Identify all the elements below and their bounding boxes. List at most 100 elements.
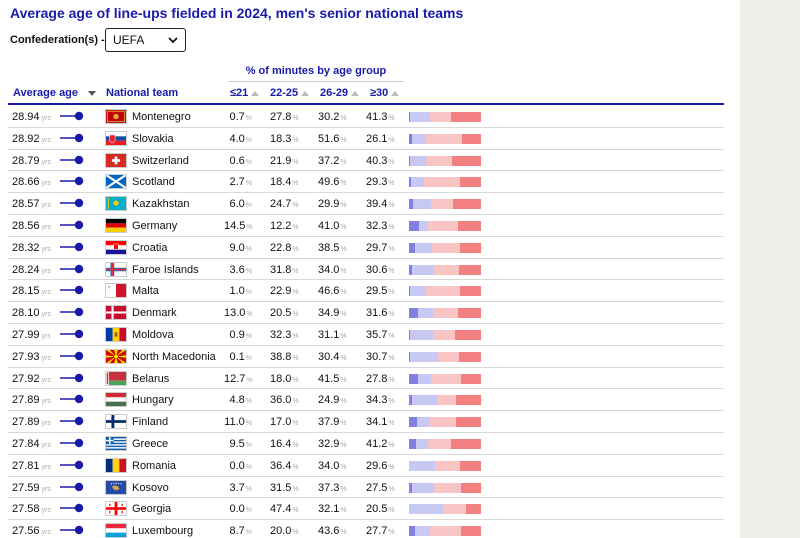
bar-segment-22-25 xyxy=(418,308,434,319)
pct-26-29: 43.6% xyxy=(318,525,347,538)
age-slider-icon xyxy=(60,133,84,142)
bar-segment-u21 xyxy=(409,438,416,449)
unit-pct: % xyxy=(388,311,395,319)
bar-segment-30-plus xyxy=(452,155,482,166)
confederation-select-value: UEFA xyxy=(113,33,145,47)
unit-pct: % xyxy=(340,267,347,275)
unit-yrs: yrs xyxy=(41,507,51,515)
age-distribution-bar xyxy=(409,264,481,275)
pct-26-29: 37.9% xyxy=(318,416,347,429)
bar-segment-22-25 xyxy=(415,438,428,449)
pct-30-plus: 31.6% xyxy=(366,307,395,320)
pct-22-25: 38.8% xyxy=(270,350,299,363)
pct-22-25: 22.9% xyxy=(270,285,299,298)
age-distribution-bar xyxy=(409,220,481,231)
age-distribution-bar xyxy=(409,308,481,319)
unit-pct: % xyxy=(292,289,299,297)
team-name: Finland xyxy=(132,416,169,429)
unit-pct: % xyxy=(246,311,253,319)
luxembourg-flag-icon xyxy=(105,523,127,538)
header-divider xyxy=(8,103,724,105)
pct-22-25: 32.3% xyxy=(270,328,299,341)
pct-30-plus: 34.3% xyxy=(366,394,395,407)
unit-pct: % xyxy=(388,529,395,537)
bar-segment-22-25 xyxy=(412,395,439,406)
bar-segment-26-29 xyxy=(431,373,461,384)
team-name: Slovakia xyxy=(132,132,174,145)
pct-26-29: 34.9% xyxy=(318,307,347,320)
georgia-flag-icon xyxy=(105,501,127,517)
age-distribution-bar xyxy=(409,395,481,406)
unit-pct: % xyxy=(340,420,347,428)
pct-30-plus: 20.5% xyxy=(366,503,395,516)
pct-u21: 2.7% xyxy=(229,176,252,189)
sort-descending-icon[interactable] xyxy=(88,91,96,96)
bar-segment-26-29 xyxy=(424,177,460,188)
kosovo-flag-icon xyxy=(105,479,127,495)
unit-yrs: yrs xyxy=(41,223,51,231)
unit-pct: % xyxy=(292,376,299,384)
pct-30-plus: 29.3% xyxy=(366,176,395,189)
average-age-value: 28.15 yrs xyxy=(12,285,51,298)
col-header-30-plus[interactable]: ≥30 xyxy=(370,87,400,101)
unit-yrs: yrs xyxy=(41,289,51,297)
col-header-22-25[interactable]: 22-25 xyxy=(270,87,310,101)
age-group-divider xyxy=(228,81,404,82)
hungary-flag-icon xyxy=(105,392,127,408)
team-name: Kazakhstan xyxy=(132,198,190,211)
average-age-value: 27.81 yrs xyxy=(12,459,51,472)
age-slider-icon xyxy=(60,504,84,513)
table-row-greece: 27.84 yrs Greece 9.5% 16.4% 32.9% 41.2% xyxy=(8,433,724,455)
north-macedonia-flag-icon xyxy=(105,348,127,364)
team-name: Switzerland xyxy=(132,154,189,167)
pct-26-29: 46.6% xyxy=(318,285,347,298)
confederation-label: Confederation(s) -> xyxy=(10,34,112,46)
col-header-26-29[interactable]: 26-29 xyxy=(320,87,360,101)
unit-pct: % xyxy=(388,507,395,515)
pct-30-plus: 27.5% xyxy=(366,481,395,494)
denmark-flag-icon xyxy=(105,305,127,321)
pct-22-25: 31.8% xyxy=(270,263,299,276)
bar-segment-30-plus xyxy=(451,112,481,122)
pct-u21: 1.0% xyxy=(229,285,252,298)
confederation-select[interactable]: UEFA xyxy=(105,28,186,52)
age-slider-icon xyxy=(60,373,84,382)
pct-22-25: 47.4% xyxy=(270,503,299,516)
team-name: Montenegro xyxy=(132,111,191,123)
bar-segment-30-plus xyxy=(452,199,481,210)
pct-30-plus: 27.7% xyxy=(366,525,395,538)
average-age-value: 27.56 yrs xyxy=(12,525,51,538)
pct-22-25: 20.0% xyxy=(270,525,299,538)
bar-segment-u21 xyxy=(409,482,412,493)
age-slider-icon xyxy=(60,395,84,404)
unit-pct: % xyxy=(388,136,395,144)
pct-26-29: 32.9% xyxy=(318,437,347,450)
col-header-average-age[interactable]: Average age xyxy=(13,87,78,101)
unit-yrs: yrs xyxy=(41,180,51,188)
pct-u21: 14.5% xyxy=(224,219,253,232)
bar-segment-22-25 xyxy=(411,264,435,275)
bar-segment-30-plus xyxy=(459,286,481,297)
pct-26-29: 34.0% xyxy=(318,263,347,276)
age-distribution-bar xyxy=(409,482,481,493)
table-row-romania: 27.81 yrs Romania 0.0% 36.4% 34.0% 29.6% xyxy=(8,455,724,477)
age-slider-icon xyxy=(60,264,84,273)
bar-segment-u21 xyxy=(409,308,419,319)
col-header-national-team[interactable]: National team xyxy=(106,87,178,101)
unit-yrs: yrs xyxy=(41,332,51,340)
pct-22-25: 27.8% xyxy=(270,111,299,123)
bar-segment-30-plus xyxy=(451,438,481,449)
col-header-u21[interactable]: ≤21 xyxy=(230,87,260,101)
bar-segment-22-25 xyxy=(415,526,430,537)
bar-segment-22-25 xyxy=(411,482,435,493)
unit-yrs: yrs xyxy=(41,136,51,144)
pct-26-29: 49.6% xyxy=(318,176,347,189)
col-header-average-age-label: Average age xyxy=(13,87,79,99)
bar-segment-26-29 xyxy=(433,329,456,340)
unit-yrs: yrs xyxy=(41,463,51,471)
pct-22-25: 20.5% xyxy=(270,307,299,320)
pct-26-29: 38.5% xyxy=(318,241,347,254)
bar-segment-26-29 xyxy=(443,504,467,515)
age-slider-icon xyxy=(60,198,84,208)
table-row-finland: 27.89 yrs Finland 11.0% 17.0% 37.9% 34.1% xyxy=(8,411,724,433)
